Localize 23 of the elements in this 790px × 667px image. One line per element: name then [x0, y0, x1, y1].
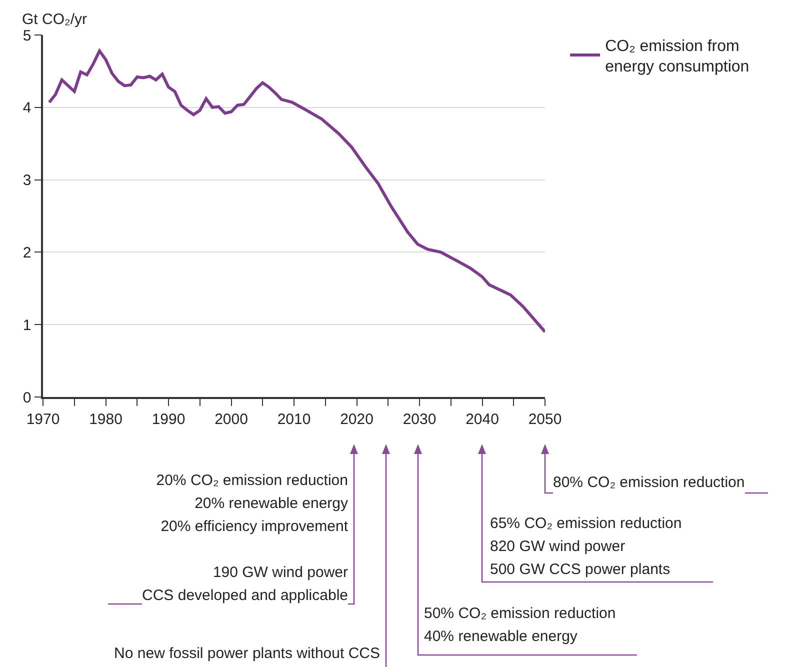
x-tick-label: 2000 — [214, 410, 248, 428]
x-tick-label: 1970 — [26, 410, 60, 428]
y-tick-label: 1 — [22, 316, 32, 334]
y-tick-label: 5 — [22, 27, 32, 44]
x-tick-label: 2050 — [528, 410, 562, 428]
text: 50% CO₂ emission reduction 40% renewable energy — [424, 602, 616, 648]
x-tick-label: 1990 — [152, 410, 186, 428]
legend-label: CO₂ emission from energy consumption — [605, 38, 750, 76]
x-tick-label: 2010 — [277, 410, 311, 428]
text: 80% CO₂ emission reduction — [553, 471, 745, 494]
line-series — [48, 49, 545, 334]
text: 20% CO₂ emission reduction 20% renewable energy 20% efficiency improvement 190 GW wind power CCS developed and applicable — [142, 472, 348, 604]
text: 65% CO₂ emission reduction 820 GW wind power 500 GW CCS power plants — [490, 512, 682, 581]
x-tick-label: 2030 — [402, 410, 436, 428]
y-tick-label: 3 — [22, 172, 32, 190]
x-tick-label: 2020 — [340, 410, 374, 428]
text: No new fossil power plants without CCS — [114, 642, 380, 665]
x-tick-label: 1980 — [89, 410, 122, 428]
y-axis-title: Gt CO₂/yr — [22, 11, 87, 28]
y-tick-label: 0 — [22, 389, 32, 406]
x-tick-label: 2040 — [466, 410, 499, 428]
y-tick-label: 4 — [22, 100, 32, 117]
y-tick-label: 2 — [22, 244, 32, 262]
